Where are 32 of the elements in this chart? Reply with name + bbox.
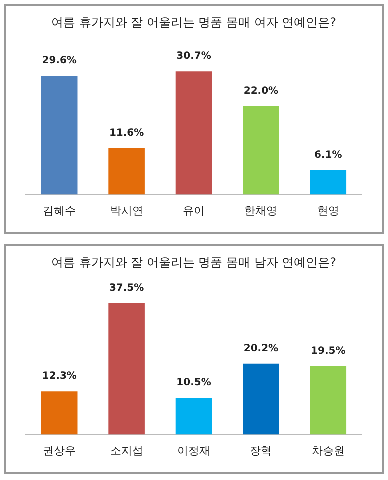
bar (310, 170, 347, 195)
x-tick-label: 이정재 (178, 444, 210, 458)
x-tick-label: 유이 (183, 204, 205, 218)
x-tick-label: 한채영 (244, 204, 278, 218)
chart-title: 여름 휴가지와 잘 어울리는 명품 몸매 남자 연예인은? (51, 255, 337, 270)
data-label: 10.5% (176, 378, 212, 389)
data-label: 22.0% (244, 86, 279, 98)
x-tick-label: 권상우 (43, 444, 76, 458)
bar (310, 366, 347, 435)
data-label: 30.7% (176, 51, 212, 62)
data-label: 20.2% (244, 343, 279, 354)
data-label: 37.5% (109, 282, 144, 294)
data-label: 11.6% (109, 128, 144, 139)
bar (243, 364, 280, 435)
bar (41, 392, 78, 435)
x-tick-label: 소지섭 (110, 444, 144, 458)
bar (108, 303, 145, 435)
x-tick-label: 김혜수 (43, 204, 76, 218)
x-tick-label: 박시연 (110, 204, 144, 218)
bar (108, 148, 145, 195)
x-tick-label: 차승원 (312, 444, 345, 458)
x-tick-label: 현영 (317, 204, 340, 218)
bar (243, 106, 280, 195)
data-label: 19.5% (311, 346, 346, 357)
x-tick-label: 장혁 (250, 444, 272, 458)
bar (176, 72, 212, 195)
bar (176, 398, 212, 435)
bar (41, 76, 78, 195)
data-label: 29.6% (42, 56, 77, 67)
chart-title: 여름 휴가지와 잘 어울리는 명품 몸매 여자 연예인은? (51, 15, 337, 30)
data-label: 6.1% (314, 150, 342, 161)
data-label: 12.3% (42, 371, 77, 382)
